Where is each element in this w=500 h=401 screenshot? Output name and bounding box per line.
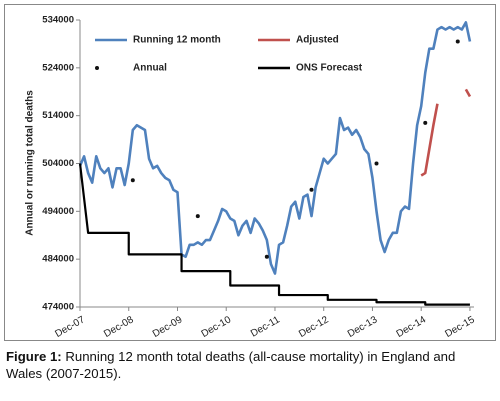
x-tick-label: Dec-11 (249, 314, 282, 339)
caption-label: Figure 1: (6, 349, 62, 364)
legend-label: Annual (133, 63, 167, 74)
y-tick-label: 514000 (42, 110, 74, 121)
chart-border (4, 4, 496, 341)
y-tick-label: 494000 (42, 206, 74, 217)
x-tick-label: Dec-07 (53, 314, 87, 340)
caption: Figure 1: Running 12 month total deaths … (6, 348, 494, 382)
annual-dot (130, 178, 135, 183)
x-tick-label: Dec-10 (200, 314, 234, 340)
x-tick-label: Dec-15 (443, 314, 477, 340)
y-tick-label: 504000 (42, 158, 74, 169)
annual-dot (374, 161, 379, 166)
series-line (78, 163, 470, 306)
series-line (78, 21, 472, 275)
legend-symbol (95, 66, 99, 70)
y-tick-label: 474000 (42, 302, 74, 313)
y-tick-label: 524000 (42, 62, 74, 73)
x-tick-label: Dec-09 (151, 314, 185, 340)
x-tick-label: Dec-08 (102, 314, 136, 340)
annual-dot (309, 187, 314, 192)
annual-dot (264, 254, 269, 259)
y-axis-label: Annual or running total deaths (25, 90, 36, 236)
annual-dot (195, 214, 200, 219)
x-tick-label: Dec-12 (297, 314, 331, 340)
y-tick-label: 484000 (42, 254, 74, 265)
series-line (420, 88, 472, 177)
legend-label: Adjusted (296, 35, 339, 46)
chart: Annual or running total deaths 474000 484… (4, 4, 496, 341)
legend-label: ONS Forecast (296, 63, 363, 74)
legend-label: Running 12 month (133, 35, 221, 46)
caption-text: Running 12 month total deaths (all-cause… (6, 349, 456, 381)
x-tick-label: Dec-13 (346, 314, 380, 340)
y-tick-label: 534000 (42, 15, 74, 26)
x-tick-label: Dec-14 (395, 314, 429, 340)
annual-dot (455, 39, 460, 44)
annual-dot (423, 120, 428, 125)
